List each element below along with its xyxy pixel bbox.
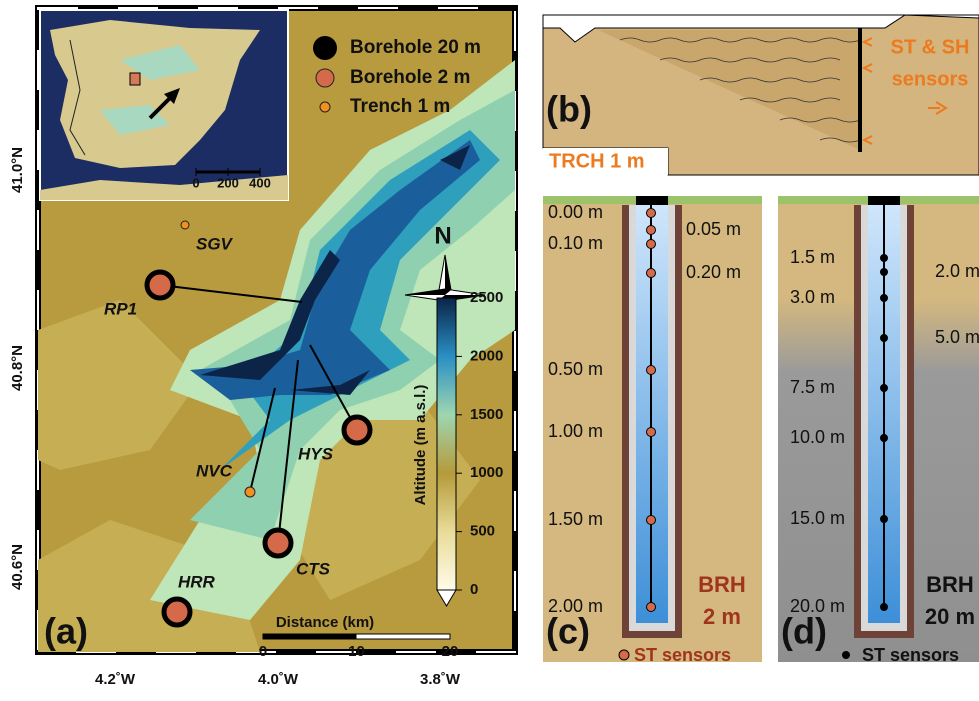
scale-bar-label: 0 xyxy=(259,643,267,660)
sensor xyxy=(880,268,888,276)
depth-label: 5.0 m xyxy=(935,327,979,347)
inset-scale-label: 400 xyxy=(249,175,271,190)
sensor-legend: ST sensors xyxy=(634,645,731,665)
site-label: SGV xyxy=(196,234,234,253)
panel-label: (d) xyxy=(781,611,827,652)
lat-label: 40.6°N xyxy=(9,544,26,590)
sensor xyxy=(880,294,888,302)
sensor xyxy=(646,239,656,249)
sensor xyxy=(880,254,888,262)
legend-entry: Trench 1 m xyxy=(350,96,450,117)
legend-entry: Borehole 20 m xyxy=(350,37,481,58)
trench-label: TRCH 1 m xyxy=(549,150,645,172)
panel-label: (a) xyxy=(44,611,88,652)
colorbar-label: 1500 xyxy=(470,406,503,423)
trench-panel xyxy=(542,14,979,176)
panel-label: (c) xyxy=(546,611,590,652)
colorbar-label: 500 xyxy=(470,523,495,540)
depth-label: 3.0 m xyxy=(790,287,835,307)
depth-label: 0.00 m xyxy=(548,202,603,222)
scale-bar-label: 20 xyxy=(442,643,459,660)
colorbar-label: 2000 xyxy=(470,347,503,364)
sensor xyxy=(646,268,656,278)
site-label: HYS xyxy=(298,444,334,463)
sensor xyxy=(646,602,656,612)
sensor xyxy=(880,334,888,342)
colorbar-label: 2500 xyxy=(470,289,503,306)
depth-label: 1.50 m xyxy=(548,509,603,529)
depth-label: 0.20 m xyxy=(686,262,741,282)
north-label: N xyxy=(434,222,451,249)
depth-label: 7.5 m xyxy=(790,377,835,397)
lat-label: 41.0°N xyxy=(9,147,26,193)
sensor-label: sensors xyxy=(892,68,969,90)
colorbar-title: Altitude (m a.s.l.) xyxy=(412,385,429,506)
colorbar-label: 0 xyxy=(470,581,478,598)
borehole-20m-panel xyxy=(778,196,979,662)
sensor xyxy=(646,427,656,437)
borehole-name: 20 m xyxy=(925,604,975,629)
site-label: NVC xyxy=(196,461,233,480)
depth-label: 1.5 m xyxy=(790,247,835,267)
borehole-2m-panel xyxy=(543,196,762,662)
depth-label: 0.10 m xyxy=(548,233,603,253)
sensor xyxy=(646,515,656,525)
site-label: RP1 xyxy=(104,299,137,318)
depth-label: 10.0 m xyxy=(790,427,845,447)
borehole-name: BRH xyxy=(698,572,746,597)
sensor xyxy=(880,384,888,392)
lon-label: 4.2˚W xyxy=(95,671,136,688)
lon-label: 3.8˚W xyxy=(420,671,461,688)
sensor xyxy=(646,208,656,218)
sensor xyxy=(646,225,656,235)
depth-label: 0.50 m xyxy=(548,359,603,379)
depth-label: 15.0 m xyxy=(790,508,845,528)
sensor xyxy=(880,434,888,442)
inset-scale-label: 0 xyxy=(192,175,199,190)
borehole-name: BRH xyxy=(926,572,974,597)
panel-label: (b) xyxy=(546,89,592,130)
sensor-label: ST & SH xyxy=(891,36,970,58)
site-label: CTS xyxy=(296,559,331,578)
depth-label: 1.00 m xyxy=(548,421,603,441)
legend-entry: Borehole 2 m xyxy=(350,67,470,88)
sensor xyxy=(880,603,888,611)
colorbar-label: 1000 xyxy=(470,464,503,481)
depth-label: 2.00 m xyxy=(548,596,603,616)
map-panel xyxy=(35,5,518,655)
depth-label: 20.0 m xyxy=(790,596,845,616)
borehole-name: 2 m xyxy=(703,604,741,629)
scale-bar-label: 10 xyxy=(348,643,365,660)
scale-bar-title: Distance (km) xyxy=(276,614,374,631)
lon-label: 4.0˚W xyxy=(258,671,299,688)
sites xyxy=(144,220,373,628)
inset-scale-label: 200 xyxy=(217,175,239,190)
lat-label: 40.8°N xyxy=(9,345,26,391)
sensor xyxy=(880,515,888,523)
depth-label: 2.0 m xyxy=(935,261,979,281)
sensor-legend: ST sensors xyxy=(862,645,959,665)
depth-label: 0.05 m xyxy=(686,219,741,239)
sensor xyxy=(646,365,656,375)
site-label: HRR xyxy=(178,572,216,591)
scale-bar-half xyxy=(263,634,357,639)
